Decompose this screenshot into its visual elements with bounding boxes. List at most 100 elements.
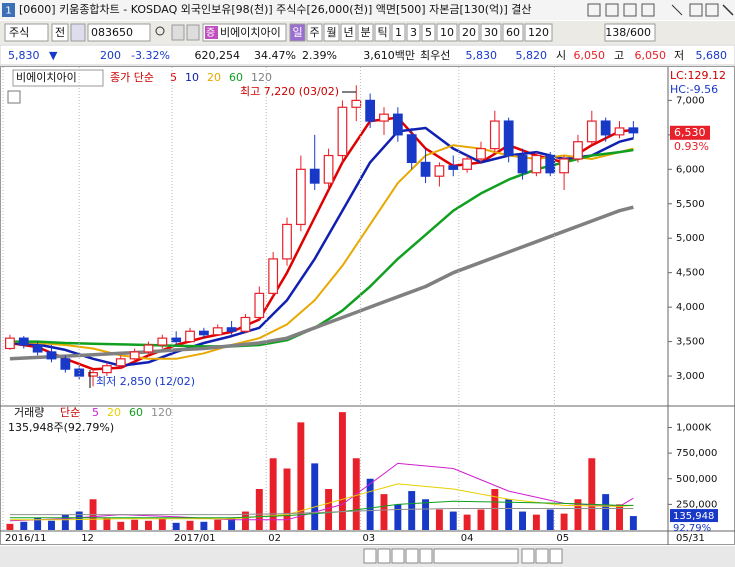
scroll-button[interactable] — [391, 548, 405, 564]
scroll-button[interactable] — [535, 548, 549, 564]
period-button[interactable] — [480, 23, 502, 42]
period-button[interactable] — [323, 23, 340, 42]
button[interactable] — [705, 3, 719, 17]
market-select[interactable] — [4, 23, 49, 42]
table-icon[interactable] — [7, 90, 21, 104]
stock-name: 비에이치아이 — [220, 26, 281, 39]
ma-line — [9, 205, 634, 361]
volume-bar — [616, 504, 623, 530]
period-label: 3 — [410, 26, 417, 39]
price: 5,830 — [8, 49, 40, 62]
title-bar — [0, 0, 735, 20]
scroll-button[interactable] — [363, 548, 377, 564]
legend-entry: 20 — [207, 71, 221, 84]
ask: 5,830 — [466, 49, 498, 62]
candle-body — [240, 316, 251, 332]
button[interactable] — [641, 3, 655, 17]
period-button[interactable] — [524, 23, 553, 42]
button[interactable] — [587, 3, 601, 17]
close[interactable] — [722, 4, 734, 16]
ma-line — [9, 508, 634, 516]
zoom-slider[interactable] — [433, 548, 519, 564]
name-box[interactable] — [202, 23, 287, 42]
period-button[interactable] — [357, 23, 374, 42]
period-button[interactable] — [391, 23, 406, 42]
nav-button[interactable] — [171, 24, 185, 41]
period-button[interactable] — [502, 23, 524, 42]
period-buttons: 일 주 월 년 분 틱 1 3 5 10 20 30 60 120 — [289, 23, 553, 42]
volume-bar — [463, 514, 471, 530]
search-icon[interactable] — [155, 26, 165, 36]
button[interactable] — [605, 3, 619, 17]
period-label: 틱 — [377, 26, 387, 39]
volume-bar — [519, 511, 526, 530]
candle-body — [309, 168, 320, 184]
x-tick-label: 02 — [268, 533, 281, 544]
period-button[interactable] — [374, 23, 391, 42]
window-buttons[interactable] — [587, 3, 734, 17]
candle-body — [476, 148, 486, 160]
scroll-button[interactable] — [521, 548, 535, 564]
chart-frame — [0, 66, 735, 545]
x-tick-label: 03 — [362, 533, 375, 544]
volume: 620,254 — [195, 49, 241, 62]
period-button[interactable] — [340, 23, 357, 42]
last-price: 6,530 — [674, 126, 706, 139]
amount: 3,610백만 — [363, 49, 415, 62]
period-label: 60 — [506, 26, 520, 39]
last-volume: 135,948 — [673, 511, 714, 522]
period-label: 10 — [440, 26, 454, 39]
candle-body — [18, 337, 29, 346]
period-button[interactable] — [289, 23, 306, 42]
legend-entry: 60 — [229, 71, 243, 84]
scroll-button[interactable] — [419, 548, 433, 564]
button[interactable] — [689, 3, 703, 17]
volume-bar — [505, 499, 513, 530]
candle-body — [323, 154, 334, 184]
info-row — [0, 44, 735, 66]
legend-entry: 20 — [107, 406, 121, 419]
scroll-button[interactable] — [405, 548, 419, 564]
legend-entry: 5 — [170, 71, 177, 84]
foreign: 2.39% — [302, 49, 337, 62]
candle-body — [614, 127, 625, 136]
scroll-button[interactable] — [377, 548, 391, 564]
period-button[interactable] — [421, 23, 436, 42]
low-label: 저 — [674, 49, 684, 62]
nav-button[interactable] — [186, 24, 200, 41]
lock-button[interactable] — [70, 23, 86, 42]
scroll-button[interactable] — [549, 548, 563, 564]
volume-bar — [48, 520, 55, 530]
x-tick-label: 12 — [81, 533, 94, 544]
scroll-controls[interactable] — [363, 548, 563, 564]
x-tick-label: 2016/11 — [5, 533, 47, 544]
volume-bar — [325, 489, 333, 530]
count-box — [604, 23, 656, 42]
candle-body — [351, 99, 362, 108]
period-button[interactable] — [436, 23, 458, 42]
high-label: 고 — [614, 49, 624, 62]
volume-bar — [408, 491, 416, 530]
candle-body — [282, 223, 292, 260]
volume-bar — [491, 489, 499, 530]
y-tick-label: 3,000 — [676, 371, 705, 382]
annotation: 최저 2,850 (12/02) — [96, 375, 195, 388]
period-label: 분 — [360, 26, 370, 39]
period-button[interactable] — [306, 23, 323, 42]
prev-button[interactable] — [51, 23, 69, 42]
candle-body — [545, 154, 556, 174]
close[interactable] — [671, 4, 683, 16]
button[interactable] — [623, 3, 637, 17]
legend-entry: 120 — [151, 406, 172, 419]
volume-bar — [449, 511, 457, 530]
legend-subtitle: 단순 — [60, 406, 80, 419]
annotation: 최고 7,220 (03/02) — [240, 85, 339, 98]
last-price-box — [670, 125, 710, 140]
code-input[interactable] — [87, 23, 151, 42]
rate: -3.32% — [131, 49, 170, 62]
candle-body — [337, 106, 348, 157]
period-button[interactable] — [406, 23, 421, 42]
volume-bar — [380, 494, 388, 530]
period-button[interactable] — [458, 23, 480, 42]
